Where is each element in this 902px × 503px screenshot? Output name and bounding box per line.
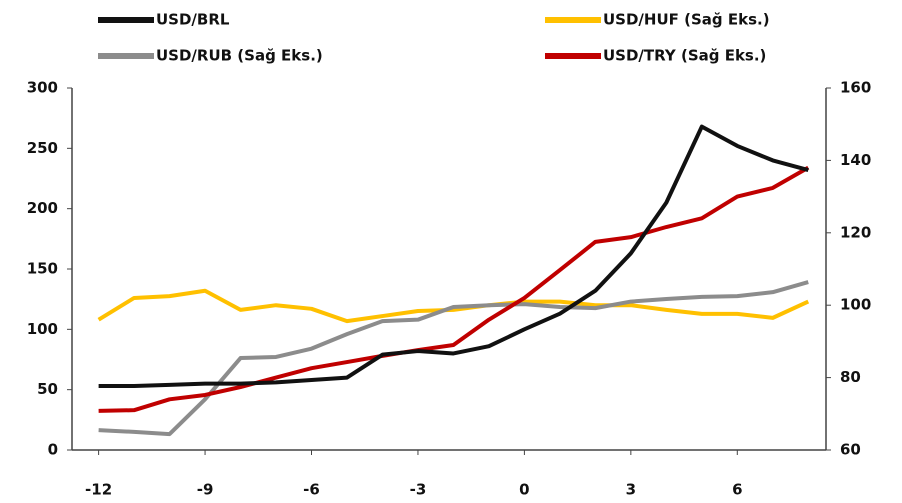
y-tick-label: 0: [48, 441, 58, 459]
x-tick-label: 6: [732, 481, 742, 499]
legend-label: USD/RUB (Sağ Eks.): [156, 47, 323, 65]
y-tick-label: 100: [27, 320, 58, 338]
x-tick-label: -9: [197, 481, 214, 499]
legend-label: USD/HUF (Sağ Eks.): [603, 11, 770, 29]
series-line: [98, 124, 809, 389]
y-tick-label: 200: [27, 199, 58, 217]
y2-tick-label: 80: [840, 368, 861, 386]
y-tick-label: 150: [27, 260, 58, 278]
x-tick-label: -6: [303, 481, 320, 499]
x-tick-label: 0: [519, 481, 529, 499]
series-line: [97, 288, 810, 324]
series-line: [98, 165, 810, 413]
legend-label: USD/BRL: [156, 11, 230, 29]
x-tick-label: -12: [85, 481, 112, 499]
y2-tick-label: 100: [840, 296, 871, 314]
legend-label: USD/TRY (Sağ Eks.): [603, 47, 766, 65]
y2-tick-label: 140: [840, 151, 871, 169]
y-tick-label: 250: [27, 139, 58, 157]
series-line: [98, 280, 809, 437]
y2-tick-label: 120: [840, 223, 871, 241]
y-tick-label: 300: [27, 79, 58, 97]
x-tick-label: -3: [410, 481, 427, 499]
x-tick-label: 3: [626, 481, 636, 499]
y2-tick-label: 60: [840, 441, 861, 459]
y-tick-label: 50: [37, 380, 58, 398]
y2-tick-label: 160: [840, 79, 871, 97]
